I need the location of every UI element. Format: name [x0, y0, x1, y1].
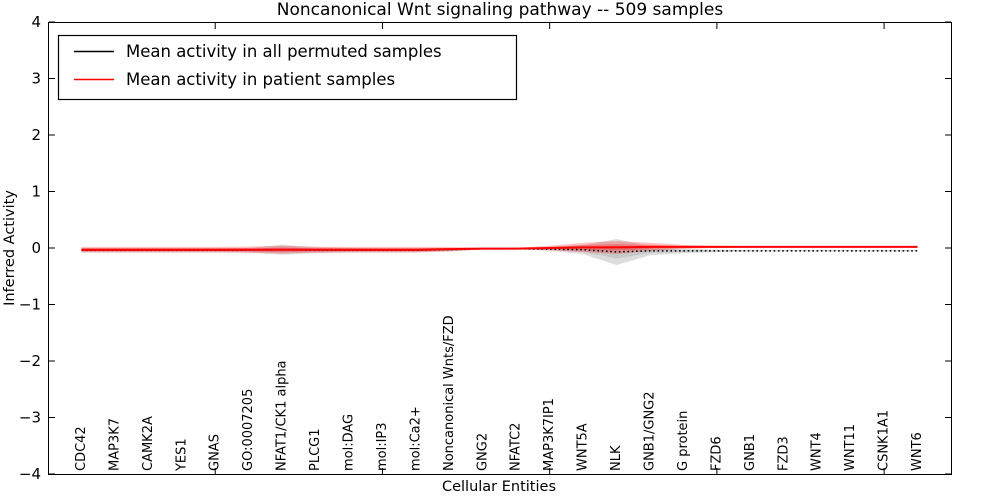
- x-category-label: CDC42: [74, 426, 89, 471]
- y-tick-label: 2: [31, 126, 41, 144]
- legend-box: [57, 34, 518, 101]
- x-category-label: NLK: [609, 445, 624, 471]
- x-category-label: YES1: [174, 438, 189, 472]
- x-category-label: mol:IP3: [375, 422, 390, 471]
- chart-title: Noncanonical Wnt signaling pathway -- 50…: [277, 0, 724, 20]
- y-axis-label: Inferred Activity: [2, 190, 18, 306]
- y-tick-label: 4: [31, 13, 41, 31]
- x-category-label: NFAT1/CK1 alpha: [275, 360, 290, 471]
- y-tick-label: −2: [19, 352, 41, 370]
- x-category-label: Noncanonical Wnts/FZD: [442, 315, 457, 471]
- x-category-label: GNB1: [743, 434, 758, 471]
- x-category-label: GNG2: [475, 433, 490, 471]
- x-category-label: PLCG1: [308, 428, 323, 471]
- permuted-band: [81, 238, 918, 265]
- x-category-label: FZD6: [709, 436, 724, 471]
- x-category-label: GNAS: [208, 434, 223, 471]
- y-tick-label: −3: [19, 409, 41, 427]
- x-category-label: WNT11: [843, 424, 858, 471]
- x-category-label: CSNK1A1: [877, 410, 892, 471]
- x-axis-label: Cellular Entities: [442, 479, 556, 495]
- x-category-label: FZD3: [776, 436, 791, 471]
- legend-entry-label: Mean activity in all permuted samples: [126, 42, 442, 61]
- x-category-label: mol:DAG: [342, 414, 357, 471]
- x-category-label: G protein: [676, 411, 691, 471]
- x-category-label: GNB1/GNG2: [643, 391, 658, 471]
- y-tick-label: −1: [19, 296, 41, 314]
- x-category-label: mol:Ca2+: [408, 406, 423, 471]
- x-category-label: MAP3K7: [107, 418, 122, 471]
- y-tick-label: 0: [31, 239, 41, 257]
- x-category-label: NFATC2: [509, 423, 524, 471]
- y-tick-label: 3: [31, 70, 41, 88]
- x-category-label: GO:0007205: [241, 389, 256, 471]
- x-category-label: MAP3K7IP1: [542, 398, 557, 471]
- x-category-label: WNT4: [810, 432, 825, 471]
- patient-mean-line: [81, 245, 918, 251]
- y-tick-label: −4: [19, 465, 41, 483]
- plot-frame: [48, 22, 952, 475]
- x-category-label: WNT6: [910, 432, 925, 471]
- legend-entry-label: Mean activity in patient samples: [126, 70, 395, 89]
- y-tick-label: 1: [31, 183, 41, 201]
- x-category-label: WNT5A: [576, 423, 591, 471]
- x-category-label: CAMK2A: [141, 416, 156, 471]
